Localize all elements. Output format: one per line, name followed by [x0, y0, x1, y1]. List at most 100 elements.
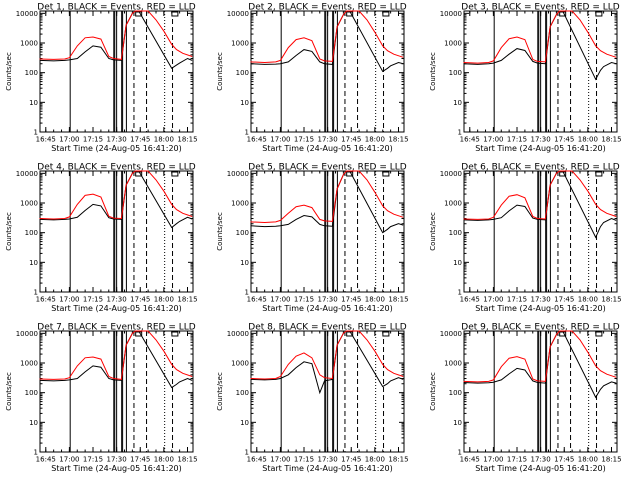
y-tick-label: 10000: [227, 170, 249, 178]
x-tick-label: 17:00: [483, 456, 503, 464]
x-tick-label: 18:00: [154, 456, 174, 464]
x-tick-label: 18:00: [365, 296, 385, 304]
series-line-lld: [463, 330, 617, 383]
y-tick-label: 10: [453, 259, 462, 267]
series-line-events: [250, 10, 404, 73]
y-tick-label: 100: [449, 69, 462, 77]
interval-marker-box: [595, 331, 603, 337]
y-tick-label: 100: [25, 389, 38, 397]
y-tick-label: 1000: [20, 360, 38, 368]
x-tick-label: 18:00: [365, 136, 385, 144]
y-axis-label: Counts/sec: [216, 212, 224, 251]
x-tick-label: 17:45: [130, 136, 150, 144]
y-tick-label: 1: [245, 129, 249, 137]
x-tick-label: 17:30: [107, 136, 127, 144]
x-tick-label: 17:30: [318, 136, 338, 144]
x-axis-label: Start Time (24-Aug-05 16:41:20): [262, 304, 393, 313]
series-line-events: [463, 330, 617, 399]
x-tick-label: 17:00: [270, 136, 290, 144]
y-tick-label: 10000: [440, 170, 462, 178]
x-tick-label: 18:15: [177, 296, 197, 304]
x-tick-label: 17:15: [294, 136, 314, 144]
x-axis-label: Start Time (24-Aug-05 16:41:20): [262, 144, 393, 153]
x-tick-label: 17:00: [59, 296, 79, 304]
series-line-events: [39, 330, 193, 389]
y-tick-label: 1: [34, 289, 38, 297]
series-line-events: [250, 170, 404, 234]
x-tick-label: 18:00: [578, 296, 598, 304]
y-tick-label: 100: [236, 389, 249, 397]
detector-plot-7: Det 7, BLACK = Events, RED = LLD Counts/s…: [5, 323, 198, 474]
x-tick-label: 17:45: [341, 136, 361, 144]
series-line-events: [463, 10, 617, 81]
x-tick-label: 17:15: [507, 136, 527, 144]
plot-title: Det 8, BLACK = Events, RED = LLD: [248, 323, 407, 333]
x-tick-label: 17:15: [83, 296, 103, 304]
x-tick-label: 16:45: [460, 136, 480, 144]
detector-plot-4: Det 4, BLACK = Events, RED = LLD Counts/s…: [5, 163, 198, 314]
y-tick-label: 1000: [444, 360, 462, 368]
interval-marker-box: [346, 331, 354, 337]
interval-marker-box: [595, 11, 603, 17]
x-axis-label: Start Time (24-Aug-05 16:41:20): [262, 464, 393, 473]
detector-plot-8: Det 8, BLACK = Events, RED = LLD Counts/s…: [216, 323, 409, 474]
y-tick-label: 10000: [16, 170, 38, 178]
x-tick-label: 16:45: [36, 296, 56, 304]
x-tick-label: 17:30: [107, 456, 127, 464]
series-line-events: [250, 330, 404, 395]
y-tick-label: 1: [245, 449, 249, 457]
x-tick-label: 18:00: [154, 136, 174, 144]
plot-title: Det 6, BLACK = Events, RED = LLD: [461, 163, 620, 173]
x-tick-label: 17:15: [294, 296, 314, 304]
x-tick-label: 17:00: [483, 296, 503, 304]
y-tick-label: 1: [34, 449, 38, 457]
x-axis-label: Start Time (24-Aug-05 16:41:20): [475, 464, 606, 473]
plot-title: Det 7, BLACK = Events, RED = LLD: [37, 323, 196, 333]
x-tick-label: 18:15: [177, 456, 197, 464]
x-tick-label: 18:15: [388, 456, 408, 464]
x-axis-label: Start Time (24-Aug-05 16:41:20): [51, 144, 182, 153]
x-tick-label: 17:45: [554, 456, 574, 464]
x-tick-label: 18:15: [177, 136, 197, 144]
y-tick-label: 1000: [20, 40, 38, 48]
plot-title: Det 1, BLACK = Events, RED = LLD: [37, 3, 196, 13]
series-line-events: [39, 10, 193, 70]
y-tick-label: 1000: [231, 40, 249, 48]
x-tick-label: 17:30: [531, 136, 551, 144]
series-line-lld: [250, 170, 404, 224]
x-tick-label: 16:45: [36, 136, 56, 144]
plot-title: Det 4, BLACK = Events, RED = LLD: [37, 163, 196, 173]
x-tick-label: 16:45: [36, 456, 56, 464]
series-line-events: [463, 170, 617, 239]
plot-title: Det 5, BLACK = Events, RED = LLD: [248, 163, 407, 173]
y-tick-label: 100: [25, 69, 38, 77]
x-tick-label: 17:15: [294, 456, 314, 464]
y-tick-label: 1: [34, 129, 38, 137]
x-tick-label: 17:30: [531, 456, 551, 464]
interval-marker-box: [595, 171, 603, 177]
x-tick-label: 17:45: [554, 136, 574, 144]
y-tick-label: 1: [245, 289, 249, 297]
y-tick-label: 10: [240, 259, 249, 267]
detector-plot-2: Det 2, BLACK = Events, RED = LLD Counts/s…: [216, 3, 409, 154]
y-tick-label: 10000: [16, 330, 38, 338]
x-tick-label: 17:00: [270, 296, 290, 304]
x-tick-label: 17:00: [270, 456, 290, 464]
y-tick-label: 10: [29, 419, 38, 427]
x-tick-label: 16:45: [460, 296, 480, 304]
x-tick-label: 18:15: [388, 136, 408, 144]
y-axis-label: Counts/sec: [216, 372, 224, 411]
y-tick-label: 1000: [231, 360, 249, 368]
x-tick-label: 17:30: [318, 456, 338, 464]
detector-plot-3: Det 3, BLACK = Events, RED = LLD Counts/s…: [429, 3, 622, 154]
y-tick-label: 100: [449, 229, 462, 237]
interval-marker-box: [382, 171, 390, 177]
detector-plot-5: Det 5, BLACK = Events, RED = LLD Counts/s…: [216, 163, 409, 314]
y-tick-label: 1000: [444, 40, 462, 48]
y-tick-label: 10: [240, 99, 249, 107]
y-tick-label: 1: [458, 129, 462, 137]
x-tick-label: 18:00: [578, 456, 598, 464]
x-tick-label: 17:00: [59, 456, 79, 464]
detector-plot-9: Det 9, BLACK = Events, RED = LLD Counts/s…: [429, 323, 622, 474]
